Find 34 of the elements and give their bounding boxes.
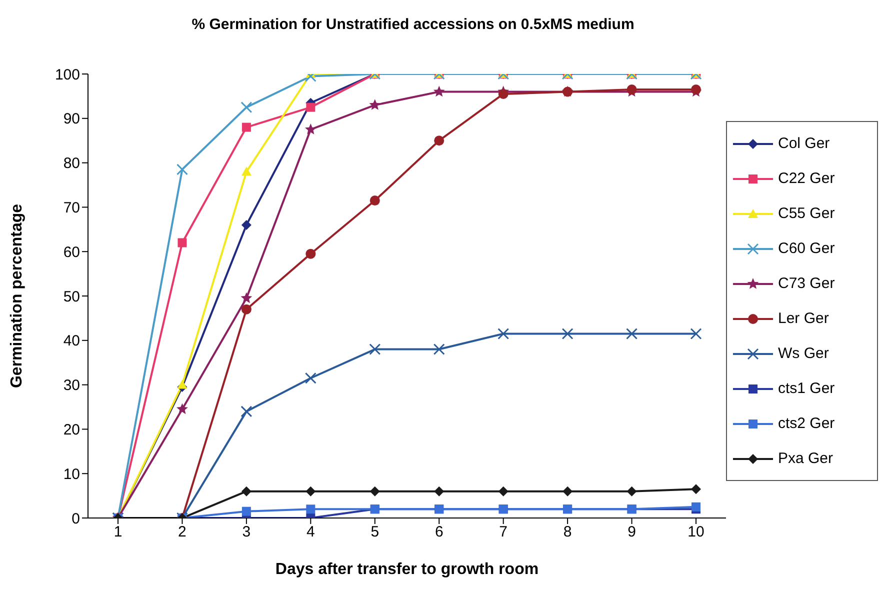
x-tick-label: 7 [499,524,508,541]
legend-label: C60 Ger [778,240,835,257]
legend-label: cts1 Ger [778,380,835,397]
legend-label: Ws Ger [778,345,829,362]
legend-label: C22 Ger [778,170,835,187]
x-tick-label: 8 [563,524,572,541]
y-tick-label: 80 [63,155,80,172]
y-tick-label: 10 [63,466,80,483]
y-tick-label: 30 [63,377,80,394]
x-tick-label: 10 [688,524,704,541]
x-tick-label: 1 [114,524,122,541]
legend-label: Ler Ger [778,310,829,327]
y-tick-label: 40 [63,332,80,350]
y-tick-label: 70 [63,200,80,217]
y-tick-label: 90 [63,110,80,128]
y-axis-title: Germination percentage [8,204,26,388]
chart-title: % Germination for Unstratified accessions on 0.5xMS medium [190,16,636,33]
x-axis-title: Days after transfer to growth room [275,561,539,578]
x-tick-label: 9 [628,524,636,541]
x-tick-label: 5 [370,524,380,541]
y-tick-label: 50 [63,288,80,306]
legend-label: Col Ger [778,135,830,152]
x-tick-label: 2 [178,524,186,541]
legend-label: Pxa Ger [778,450,834,467]
legend-label: C73 Ger [778,275,835,292]
y-tick-label: 20 [63,422,80,439]
x-tick-label: 6 [434,524,444,541]
x-tick-label: 3 [242,524,251,541]
legend-label: cts2 Ger [778,415,835,432]
y-tick-label: 60 [63,244,80,261]
y-tick-label: 0 [72,510,80,528]
x-tick-label: 4 [306,524,315,541]
legend-label: C55 Ger [778,205,835,222]
y-tick-label: 100 [54,66,80,84]
